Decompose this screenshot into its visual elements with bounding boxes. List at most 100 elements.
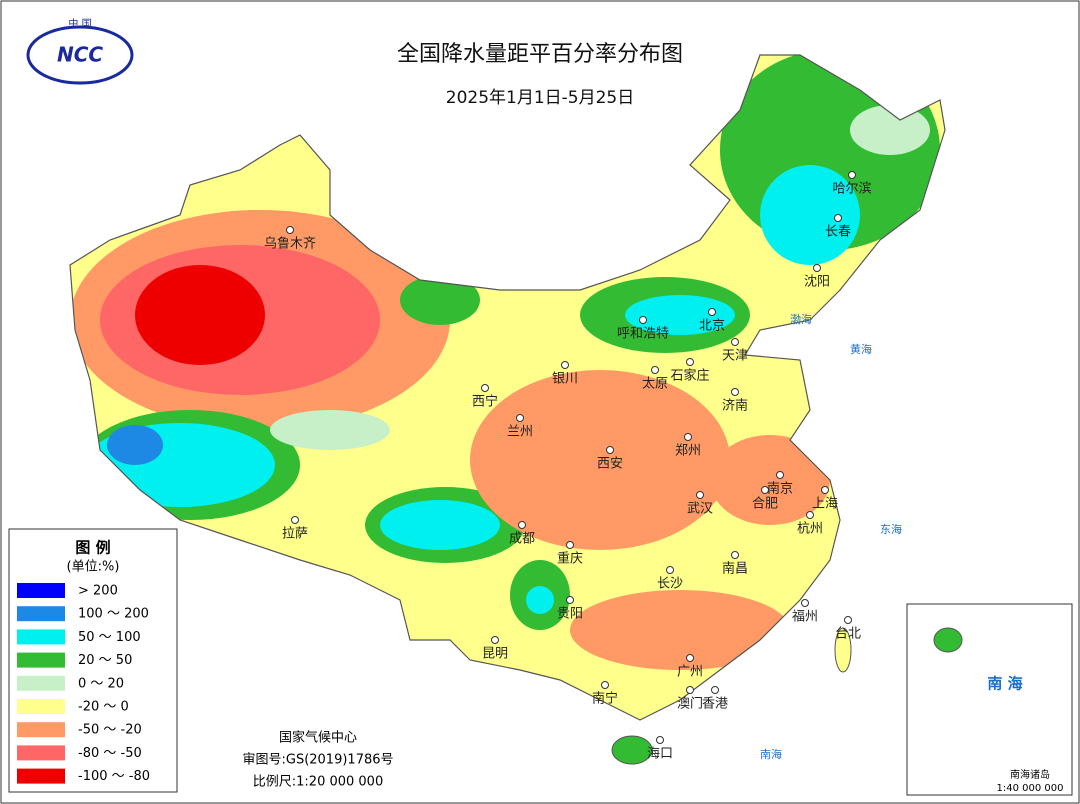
city-label: 天津 <box>722 349 748 364</box>
legend-swatch <box>17 583 65 598</box>
city-label: 香港 <box>702 697 728 712</box>
city-marker <box>639 316 647 324</box>
legend-label: 0 ～ 20 <box>78 676 124 691</box>
city-marker <box>566 541 574 549</box>
hainan <box>611 735 653 765</box>
city-marker <box>516 414 524 422</box>
city-label: 澳门 <box>677 696 703 712</box>
city-marker <box>801 599 809 607</box>
city-marker <box>291 516 299 524</box>
legend-swatch <box>17 652 65 668</box>
city-label: 长春 <box>825 225 851 240</box>
legend-label: -80 ～ -50 <box>78 746 142 761</box>
sea-label: 东海 <box>880 522 902 536</box>
legend-swatch <box>17 745 65 761</box>
logo: 中 国 NCC <box>26 17 134 85</box>
city-label: 海口 <box>647 747 673 762</box>
city-label: 福州 <box>792 610 818 625</box>
city-marker <box>806 511 814 519</box>
city-marker <box>711 686 719 694</box>
city-label: 西安 <box>597 457 623 472</box>
legend-swatch <box>17 768 65 784</box>
city-label: 武汉 <box>687 502 713 517</box>
legend-label: -20 ～ 0 <box>78 700 129 715</box>
legend-label: 50 ～ 100 <box>78 630 141 645</box>
city-label: 郑州 <box>675 444 701 459</box>
city-marker <box>481 384 489 392</box>
city-marker <box>684 433 692 441</box>
city-label: 乌鲁木齐 <box>264 236 316 252</box>
city-label: 贵阳 <box>557 607 583 622</box>
city-marker <box>844 616 852 624</box>
border <box>69 54 946 721</box>
city-label: 兰州 <box>507 425 533 440</box>
city-marker <box>601 681 609 689</box>
footer-approval: 审图号:GS(2019)1786号 <box>242 753 393 768</box>
city-label: 南昌 <box>722 561 748 577</box>
city-marker <box>606 446 614 454</box>
city-marker <box>848 171 856 179</box>
legend-swatch <box>17 606 65 622</box>
footer-scale: 比例尺:1:20 000 000 <box>253 775 383 790</box>
legend-swatch <box>17 629 65 645</box>
city-marker <box>686 686 694 694</box>
city-label: 呼和浩特 <box>617 327 669 342</box>
legend: 图 例 (单位:%) > 200 100 ～ 200 50 ～ 100 20 ～ 50… <box>8 528 178 793</box>
city-marker <box>731 388 739 396</box>
city-marker <box>491 636 499 644</box>
logo-text: NCC <box>57 43 103 67</box>
sea-label: 黄海 <box>850 342 872 356</box>
city-marker <box>761 486 769 494</box>
footer-org: 国家气候中心 <box>279 730 357 746</box>
city-marker <box>708 308 716 316</box>
city-marker <box>821 486 829 494</box>
legend-unit: (单位:%) <box>67 560 120 575</box>
taiwan <box>834 627 852 673</box>
city-marker <box>286 226 294 234</box>
subtitle: 2025年1月1日-5月25日 <box>446 88 634 108</box>
city-marker <box>834 214 842 222</box>
city-label: 南京 <box>767 481 793 497</box>
city-label: 西宁 <box>472 394 498 410</box>
city-marker <box>686 654 694 662</box>
title: 全国降水量距平百分率分布图 <box>397 42 683 67</box>
legend-swatch <box>17 675 65 691</box>
city-label: 合肥 <box>752 497 778 512</box>
city-label: 北京 <box>699 319 725 334</box>
inset-sea: 南 海 <box>987 675 1022 693</box>
city-label: 哈尔滨 <box>832 181 871 197</box>
city-marker <box>518 521 526 529</box>
city-label: 杭州 <box>797 522 823 537</box>
city-label: 广州 <box>677 665 703 680</box>
city-marker <box>656 736 664 744</box>
city-marker <box>813 264 821 272</box>
legend-label: -50 ～ -20 <box>78 723 142 738</box>
city-label: 济南 <box>722 398 748 414</box>
city-marker <box>731 338 739 346</box>
legend-label: 20 ～ 50 <box>78 653 132 668</box>
city-label: 重庆 <box>557 551 583 567</box>
city-label: 台北 <box>835 627 861 642</box>
legend-swatch <box>17 699 65 714</box>
city-label: 成都 <box>509 532 535 547</box>
logo-top: 中 国 <box>68 17 91 30</box>
city-label: 长沙 <box>657 577 683 592</box>
legend-label: > 200 <box>78 584 118 599</box>
inset: 南 海 南海诸岛 1:40 000 000 <box>906 603 1073 796</box>
legend-label: -100 ～ -80 <box>78 769 150 784</box>
city-label: 银川 <box>552 372 578 387</box>
legend-title: 图 例 <box>75 539 110 557</box>
city-label: 拉萨 <box>282 527 308 542</box>
sea-label: 南海 <box>760 747 782 761</box>
city-label: 石家庄 <box>670 368 709 384</box>
city-label: 太原 <box>642 377 668 392</box>
inset-islands: 南海诸岛 <box>1010 768 1050 781</box>
city-marker <box>686 358 694 366</box>
city-marker <box>561 361 569 369</box>
city-marker <box>651 366 659 374</box>
city-label: 昆明 <box>482 647 508 662</box>
city-marker <box>776 471 784 479</box>
city-marker <box>566 596 574 604</box>
city-marker <box>666 566 674 574</box>
